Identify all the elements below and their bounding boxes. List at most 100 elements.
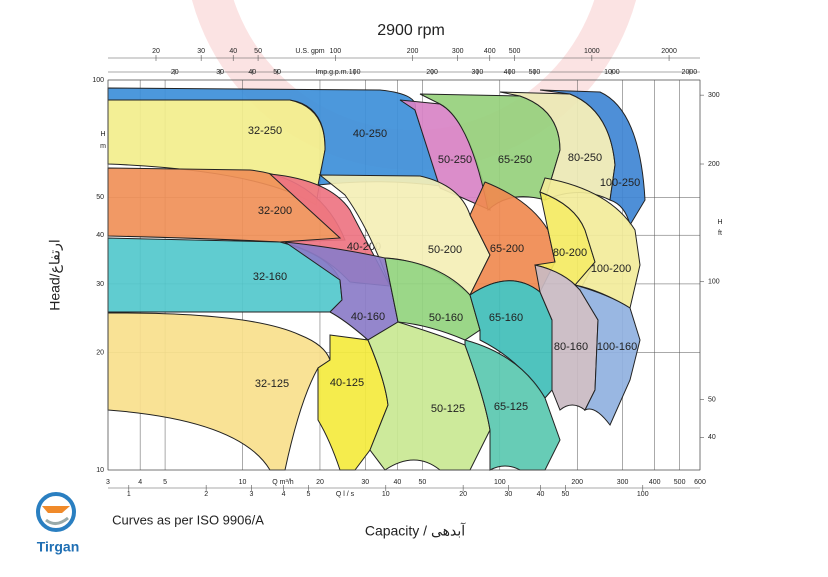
region-label: 40-250 [353,128,387,140]
x-tick-label: 600 [694,479,706,486]
y-tick-label: 30 [96,281,104,288]
x-tick-label: 4 [138,479,142,486]
tick-label: 50 [562,491,570,498]
region-label: 100-200 [591,263,631,275]
y2-tick-label: 200 [708,161,720,168]
pump-region [107,312,331,471]
tick-label: 20 [171,69,179,76]
logo: Tirgan [36,492,80,555]
x-tick-label: 200 [571,479,583,486]
tick-label: 40 [229,48,237,55]
y-axis-label: Head/ارتفاع [47,239,64,311]
tick-label: 2000 [682,69,698,76]
logo-text: Tirgan [37,539,80,555]
tick-label: 30 [197,48,205,55]
tick-label: 300 [472,69,484,76]
tick-label: 200 [407,48,419,55]
region-label: 32-125 [255,378,289,390]
region-label: 100-160 [597,341,637,353]
x-axis-label: Capacity / آبدهی [365,522,466,539]
y2-tick-label: 50 [708,396,716,403]
x-tick-label: 50 [418,479,426,486]
tick-label: 1 [127,491,131,498]
axis-unit: Q l / s [336,491,355,498]
pump-region [469,280,553,399]
tick-label: 10 [382,491,390,498]
pump-region [539,89,646,227]
tick-label: 500 [509,48,521,55]
y2-unit: ft [718,230,722,237]
tick-label: 100 [637,491,649,498]
tick-label: 1000 [584,48,600,55]
tick-label: 400 [484,48,496,55]
tick-label: 50 [254,48,262,55]
tick-label: 500 [529,69,541,76]
x-tick-label: 400 [649,479,661,486]
tick-label: 20 [459,491,467,498]
x-tick-label: 10 [239,479,247,486]
x-tick-label: 30 [361,479,369,486]
tick-label: 40 [248,69,256,76]
y-tick-label: 20 [96,349,104,356]
tick-label: 200 [426,69,438,76]
y2-tick-label: 300 [708,92,720,99]
axis-unit: U.S. gpm [295,48,324,55]
axis-unit: Imp.g.p.m. [315,69,348,76]
y-unit: m [100,143,106,150]
tick-label: 1000 [604,69,620,76]
x-tick-label: 40 [394,479,402,486]
tick-label: 300 [452,48,464,55]
tick-label: 100 [329,48,341,55]
x-tick-label: 300 [617,479,629,486]
tick-label: 100 [349,69,361,76]
pump-region [573,283,641,426]
note: Curves as per ISO 9906/A [112,512,264,527]
y-unit: H [100,131,105,138]
tick-label: 30 [504,491,512,498]
chart-title: 2900 rpm [377,22,445,39]
region-label: 32-160 [253,271,287,283]
x-tick-label: 500 [674,479,686,486]
plot-frame [107,79,701,471]
tick-label: 40 [537,491,545,498]
region-label: 65-250 [498,154,532,166]
region-label: 65-200 [490,243,524,255]
x-tick-label: 3 [106,479,110,486]
tick-label: 2000 [661,48,677,55]
tick-label: 2 [204,491,208,498]
regions: 32-250 40-250 50-250 65-250 80-250 100-250 32-… [107,87,646,471]
region-label: 50-200 [428,244,462,256]
region-label: 32-250 [248,125,282,137]
tick-label: 20 [152,48,160,55]
region-label: 80-250 [568,152,602,164]
x-tick-label: 100 [494,479,506,486]
region-label: 40-125 [330,377,364,389]
region-label: 50-250 [438,154,472,166]
y-tick-label: 10 [96,467,104,474]
tick-label: 50 [273,69,281,76]
x-tick-label: 5 [163,479,167,486]
region-label: 100-250 [600,177,640,189]
tick-label: 3 [249,491,253,498]
region-label: 50-125 [431,403,465,415]
region-label: 40-160 [351,311,385,323]
y2-tick-label: 100 [708,279,720,286]
region-label: 32-200 [258,205,292,217]
y2-unit: H [717,219,722,226]
y-tick-label: 50 [96,194,104,201]
region-label: 65-125 [494,401,528,413]
region-label: 65-160 [489,312,523,324]
x-unit: Q m³/h [272,479,293,486]
x-tick-label: 20 [316,479,324,486]
y-tick-label: 100 [92,77,104,84]
tick-label: 4 [282,491,286,498]
region-label: 50-160 [429,312,463,324]
pump-region [464,339,561,471]
region-label: 80-200 [553,247,587,259]
tick-label: 5 [306,491,310,498]
tick-label: 30 [216,69,224,76]
tick-label: 400 [504,69,516,76]
y-tick-label: 40 [96,232,104,239]
y2-tick-label: 40 [708,434,716,441]
